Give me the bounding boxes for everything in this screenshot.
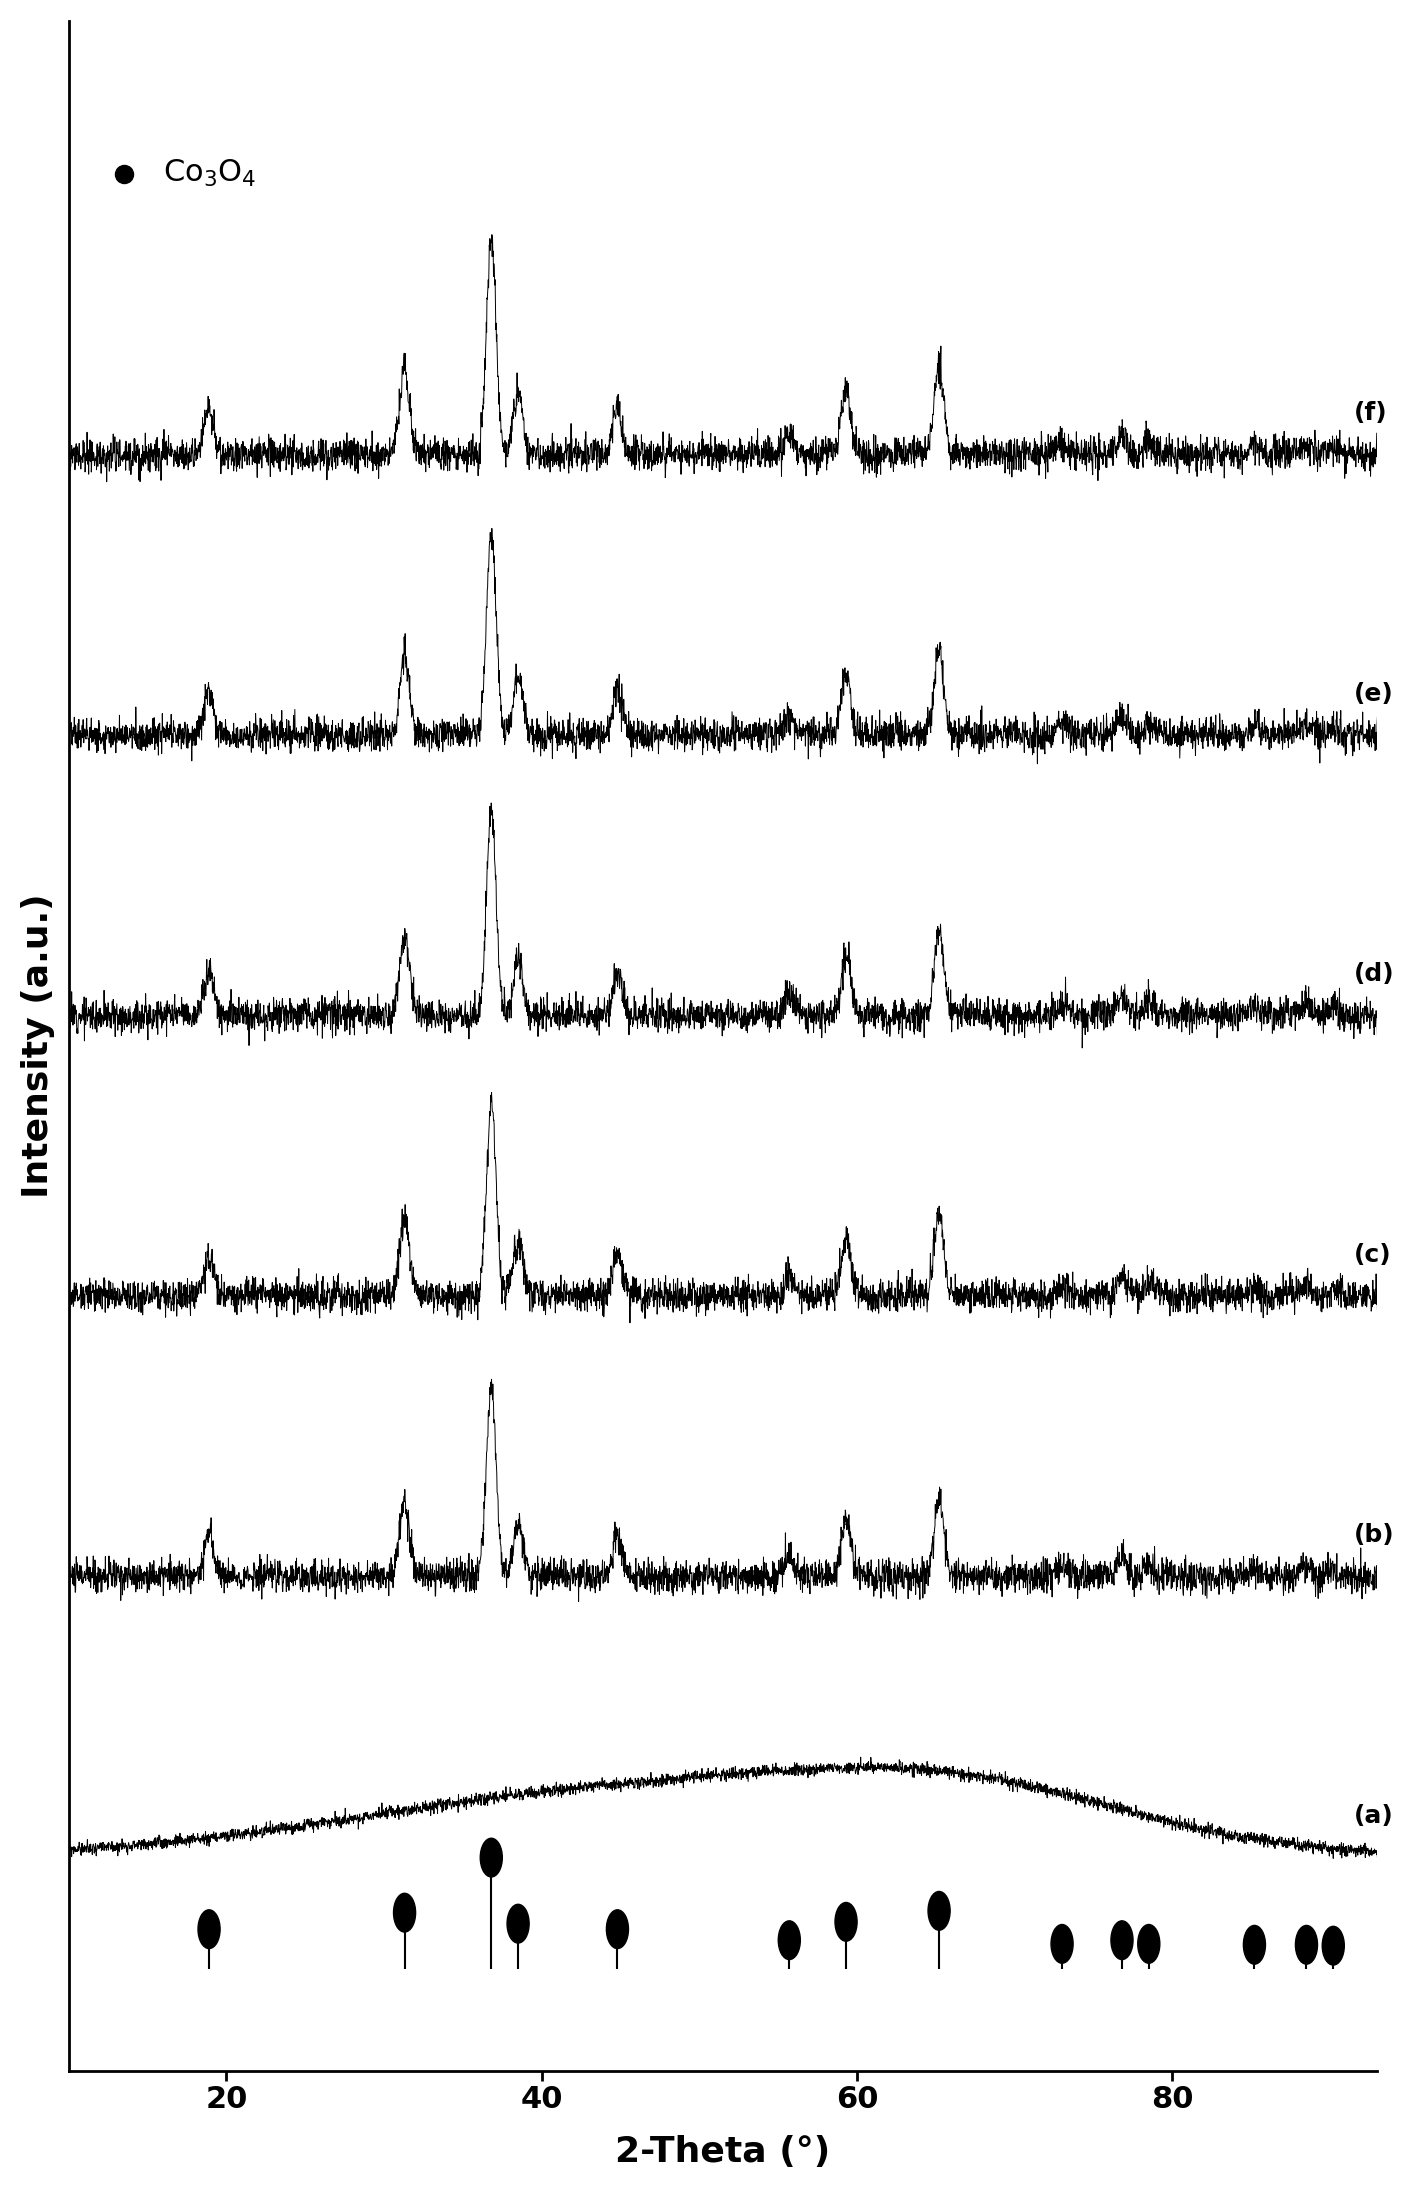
Y-axis label: Intensity (a.u.): Intensity (a.u.) <box>21 894 55 1198</box>
Text: (f): (f) <box>1354 401 1388 425</box>
Ellipse shape <box>507 1905 529 1943</box>
Ellipse shape <box>480 1837 502 1877</box>
Ellipse shape <box>393 1894 416 1932</box>
Ellipse shape <box>1243 1925 1266 1964</box>
Ellipse shape <box>1138 1925 1159 1962</box>
Ellipse shape <box>1051 1925 1073 1962</box>
Text: (d): (d) <box>1354 961 1395 986</box>
Text: Co$_3$O$_4$: Co$_3$O$_4$ <box>163 158 257 188</box>
Ellipse shape <box>778 1921 800 1960</box>
Ellipse shape <box>606 1910 629 1949</box>
Ellipse shape <box>1111 1921 1132 1960</box>
Text: (e): (e) <box>1354 681 1393 705</box>
X-axis label: 2-Theta (°): 2-Theta (°) <box>616 2135 830 2168</box>
Ellipse shape <box>199 1910 220 1949</box>
Ellipse shape <box>1323 1927 1344 1964</box>
Text: (a): (a) <box>1354 1805 1393 1829</box>
Text: (c): (c) <box>1354 1244 1392 1266</box>
Text: (b): (b) <box>1354 1524 1395 1548</box>
Ellipse shape <box>1296 1925 1317 1964</box>
Ellipse shape <box>834 1903 857 1940</box>
Ellipse shape <box>928 1892 951 1929</box>
